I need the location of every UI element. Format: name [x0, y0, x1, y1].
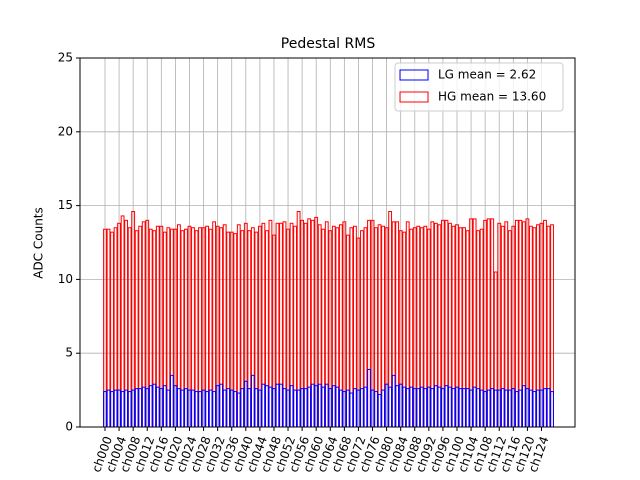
plot-frame — [79, 57, 576, 428]
y-axis-label: ADC Counts — [32, 207, 46, 279]
legend: LG mean = 2.62 HG mean = 13.60 — [394, 62, 564, 112]
y-tick-label: 0 — [65, 420, 73, 434]
y-tick-label: 5 — [65, 346, 73, 360]
y-tick-label: 25 — [58, 51, 73, 65]
legend-box — [394, 62, 564, 112]
legend-label: LG mean = 2.62 — [438, 68, 536, 82]
y-tick-label: 15 — [58, 198, 73, 212]
legend-swatch — [399, 69, 429, 81]
y-tick-label: 10 — [58, 272, 73, 286]
chart-title: Pedestal RMS — [281, 36, 376, 52]
legend-label: HG mean = 13.60 — [438, 90, 546, 104]
legend-swatch — [399, 91, 429, 103]
y-tick-label: 20 — [58, 124, 73, 138]
